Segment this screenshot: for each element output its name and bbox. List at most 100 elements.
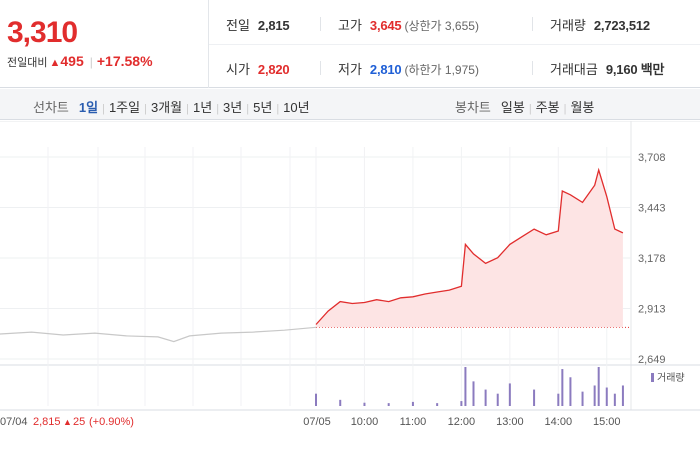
prev-day-close: 2,815 [33,416,61,428]
stats-divider [209,44,700,45]
toolbar-divider: | [186,103,189,115]
volume-bar [581,391,584,406]
stat-value: 2,815 [257,18,290,33]
prev-day-arrow: ▲ [63,417,72,427]
x-tick-label: 07/05 [303,416,331,428]
current-price: 3,310 [7,16,78,49]
line-chart-group: 선차트 1일 | 1주일 | 3개월 | 1년 | 3년 | 5년 | 10년 [33,97,314,116]
prev-day-line [0,326,317,343]
stat-volume: 거래량 2,723,512 [550,15,650,34]
stat-separator [320,17,321,31]
y-tick-label: 3,708 [638,152,666,164]
stat-value: 9,160 백만 [605,62,665,77]
stats-grid: 전일 2,815 고가 3,645 (상한가 3,655) 거래량 2,723,512 … [209,0,700,88]
line-period-list: 1일 | 1주일 | 3개월 | 1년 | 3년 | 5년 | 10년 [75,100,314,115]
toolbar-divider: | [276,103,280,115]
x-tick-label: 15:00 [593,416,621,428]
stat-separator [532,61,533,75]
volume-bar [484,389,487,406]
intraday-chart: 3,708 3,443 3,178 2,913 2,649 거래량 07/05 10:00 11… [0,120,700,428]
stat-sub: (상한가 3,655) [404,19,479,33]
up-arrow-icon: ▲ [49,57,61,69]
candle-chart-label: 봉차트 [455,100,491,115]
tab-line-period-1[interactable]: 1일 [78,100,99,115]
stat-value: 2,723,512 [593,18,650,33]
stat-high: 고가 3,645 (상한가 3,655) [338,15,479,34]
toolbar-divider: | [216,103,220,115]
change-amount: 495 [60,53,84,69]
candle-period-list: 일봉 | 주봉 | 월봉 [497,100,598,115]
stat-low: 저가 2,810 (하한가 1,975) [338,59,479,78]
volume-bar [613,393,616,406]
toolbar-divider: | [144,103,147,115]
stat-value: 2,810 [369,62,402,77]
change-label: 전일대비 [7,57,48,69]
tab-line-period-5[interactable]: 3년 [223,100,243,115]
volume-bar [363,402,366,406]
tab-line-period-4[interactable]: 1년 [192,100,213,115]
price-line [315,167,624,325]
stat-label: 전일 [226,18,250,33]
x-tick-label: 13:00 [496,416,524,428]
tab-line-period-3[interactable]: 3개월 [150,100,183,115]
toolbar-divider: | [528,103,532,115]
stat-label: 고가 [338,18,362,33]
volume-bar [496,393,499,406]
stat-label: 거래대금 [550,62,598,77]
stat-label: 저가 [338,62,362,77]
tab-candle-period-1[interactable]: 일봉 [500,100,525,115]
candle-chart-group: 봉차트 일봉 | 주봉 | 월봉 [455,97,598,116]
volume-bar [411,401,414,406]
stat-sub: (하한가 1,975) [404,63,479,77]
tab-line-period-6[interactable]: 5년 [253,100,273,115]
stat-value: 3,645 [369,18,402,33]
y-tick-label: 2,649 [638,354,666,366]
volume-legend-label: 거래량 [657,372,685,384]
stat-value: 2,820 [257,62,290,77]
tab-line-period-7[interactable]: 10년 [283,100,310,115]
volume-bar [315,393,317,406]
x-tick-label: 11:00 [400,416,427,428]
x-tick-label: 14:00 [545,416,573,428]
volume-bar [621,385,624,406]
stat-label: 거래량 [550,18,586,33]
quote-header: 3,310 전일대비 ▲495 | +17.58% 전일 2,815 고가 3,645 (상… [0,0,700,88]
stat-label: 시가 [226,62,250,77]
volume-bar [472,381,475,406]
stat-separator [532,17,533,31]
volume-bar [605,387,608,406]
volume-bar [597,367,600,406]
stat-separator [320,61,321,75]
stat-open: 시가 2,820 [226,59,290,78]
change-line: 전일대비 ▲495 | +17.58% [7,53,153,70]
stat-prev-close: 전일 2,815 [226,15,290,34]
toolbar-divider: | [246,103,250,115]
y-tick-label: 2,913 [638,304,666,316]
toolbar-divider: | [563,103,567,115]
chart-toolbar: 선차트 1일 | 1주일 | 3개월 | 1년 | 3년 | 5년 | 10년 봉차트 일봉 | 주봉 | 월봉 [0,89,700,120]
volume-bar [557,393,560,406]
volume-bar [561,369,564,406]
volume-bar [508,383,511,406]
tab-candle-period-3[interactable]: 월봉 [570,100,595,115]
volume-bar [464,367,467,406]
volume-bar [387,403,390,406]
volume-bar [593,385,596,406]
volume-bar [460,401,463,406]
x-tick-label: 12:00 [448,416,476,428]
price-box: 3,310 전일대비 ▲495 | +17.58% [0,0,209,88]
y-tick-label: 3,178 [638,253,666,265]
volume-bar [339,399,342,406]
stat-trade-value: 거래대금 9,160 백만 [550,59,665,78]
chart-area: 3,708 3,443 3,178 2,913 2,649 거래량 07/05 10:00 11… [0,120,700,450]
volume-bar [436,403,439,406]
volume-legend-swatch [651,373,654,382]
line-chart-label: 선차트 [33,100,69,115]
tab-line-period-2[interactable]: 1주일 [108,100,141,115]
tab-candle-period-2[interactable]: 주봉 [535,100,560,115]
prev-day-percent: (+0.90%) [89,416,134,428]
y-tick-label: 3,443 [638,203,666,215]
prev-day-change: 25 [73,416,85,428]
change-percent: +17.58% [96,53,153,69]
price-area [316,170,623,328]
